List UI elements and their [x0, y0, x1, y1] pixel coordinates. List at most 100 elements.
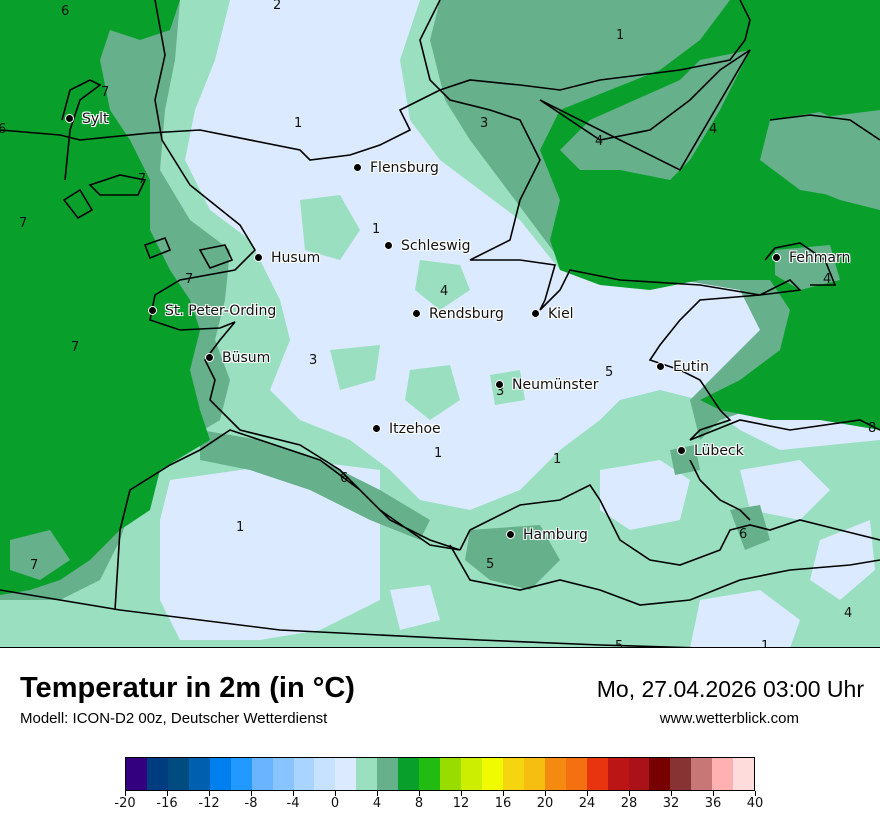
contour-label: 4	[440, 284, 449, 299]
coastlines	[0, 0, 880, 647]
contour-label: 5	[486, 557, 495, 572]
contour-label: 1	[616, 28, 625, 43]
city-marker-icon	[506, 529, 515, 539]
colorbar-tick	[545, 791, 546, 796]
city-marker-icon	[495, 379, 504, 389]
colorbar-tick	[209, 791, 210, 796]
colorbar-tick-label: -12	[198, 796, 220, 811]
colorbar-segment	[565, 758, 587, 790]
city-sylt: Sylt	[65, 111, 109, 127]
colorbar-segment	[607, 758, 629, 790]
colorbar-segment	[146, 758, 168, 790]
contour-label: 5	[615, 639, 624, 648]
contour-label: 3	[309, 353, 318, 368]
colorbar-tick-label: 8	[414, 796, 424, 811]
colorbar-segment	[335, 758, 357, 790]
city-schleswig: Schleswig	[384, 238, 470, 254]
city-marker-icon	[384, 240, 393, 250]
contour-label: 4	[823, 272, 832, 287]
colorbar-tick-label: 28	[620, 796, 638, 811]
colorbar-segment	[356, 758, 378, 790]
contour-label: 3	[496, 384, 505, 399]
colorbar-ticks: -20 -16 -12 -8 -4 0 4 8 12 16 20 24 28 32 36 40	[114, 791, 763, 821]
contour-label: 4	[595, 134, 604, 149]
contour-label: 7	[30, 558, 39, 573]
city-marker-icon	[531, 308, 540, 318]
colorbar-segment	[733, 758, 755, 790]
model-subtitle: Modell: ICON-D2 00z, Deutscher Wetterdie…	[20, 710, 328, 727]
colorbar-segment	[670, 758, 692, 790]
contour-label: 1	[434, 446, 443, 461]
contour-label: 6	[340, 471, 349, 486]
city-itzehoe: Itzehoe	[372, 421, 441, 437]
colorbar-tick-label: 36	[704, 796, 722, 811]
contour-label: 1	[294, 116, 303, 131]
colorbar-segment	[419, 758, 441, 790]
colorbar-tick-label: 20	[536, 796, 554, 811]
contour-label: 6	[61, 4, 70, 19]
city-neumuenster: Neumünster	[495, 377, 599, 393]
colorbar-tick-label: 16	[494, 796, 512, 811]
contour-label: 7	[185, 272, 194, 287]
colorbar-segment	[544, 758, 566, 790]
colorbar-segment	[398, 758, 420, 790]
colorbar-tick-label: 24	[578, 796, 596, 811]
colorbar-segment	[167, 758, 189, 790]
colorbar-segment	[461, 758, 482, 790]
colorbar-segment	[293, 758, 315, 790]
colorbar-tick-label: 4	[372, 796, 382, 811]
city-marker-icon	[412, 308, 421, 318]
colorbar-tick	[293, 791, 294, 796]
city-marker-icon	[148, 305, 157, 315]
colorbar-tick	[755, 791, 756, 796]
city-husum: Husum	[254, 250, 320, 266]
colorbar	[125, 757, 755, 791]
colorbar-segment	[502, 758, 524, 790]
colorbar-tick-label: 0	[330, 796, 340, 811]
city-marker-icon	[353, 162, 362, 172]
colorbar-segment	[712, 758, 734, 790]
city-marker-icon	[677, 445, 686, 455]
temperature-map: 621761344771744735381161657451 Sylt Flen…	[0, 0, 880, 648]
colorbar-tick-label: 12	[452, 796, 470, 811]
colorbar-tick	[713, 791, 714, 796]
city-flensburg: Flensburg	[353, 160, 439, 176]
colorbar-tick	[251, 791, 252, 796]
colorbar-tick-label: 40	[746, 796, 764, 811]
city-buesum: Büsum	[205, 350, 270, 366]
contour-label: 1	[553, 452, 562, 467]
colorbar-tick	[419, 791, 420, 796]
city-fehmarn: Fehmarn	[772, 250, 850, 266]
colorbar-segment	[481, 758, 503, 790]
colorbar-tick-label: 32	[662, 796, 680, 811]
colorbar-segment	[691, 758, 713, 790]
colorbar-segment	[272, 758, 294, 790]
contour-label: 4	[844, 606, 853, 621]
contour-label: 7	[101, 85, 110, 100]
colorbar-tick	[377, 791, 378, 796]
contour-label: 4	[709, 122, 718, 137]
colorbar-segment	[628, 758, 650, 790]
city-luebeck: Lübeck	[677, 443, 744, 459]
contour-label: 3	[480, 116, 489, 131]
colorbar-segment	[188, 758, 210, 790]
colorbar-tick	[335, 791, 336, 796]
colorbar-tick-label: -20	[114, 796, 136, 811]
colorbar-segment	[251, 758, 273, 790]
colorbar-tick	[587, 791, 588, 796]
city-marker-icon	[205, 352, 214, 362]
colorbar-segment	[586, 758, 608, 790]
colorbar-tick-label: -16	[156, 796, 178, 811]
colorbar-segment	[230, 758, 252, 790]
colorbar-segment	[440, 758, 461, 790]
city-marker-icon	[772, 252, 781, 262]
colorbar-tick	[671, 791, 672, 796]
city-hamburg: Hamburg	[506, 527, 588, 543]
colorbar-tick-label: -8	[244, 796, 258, 811]
city-marker-icon	[254, 252, 263, 262]
colorbar-segment	[649, 758, 671, 790]
colorbar-segment	[377, 758, 399, 790]
temp-band-4-6-islands	[10, 40, 880, 580]
colorbar-tick	[461, 791, 462, 796]
city-marker-icon	[656, 361, 665, 371]
